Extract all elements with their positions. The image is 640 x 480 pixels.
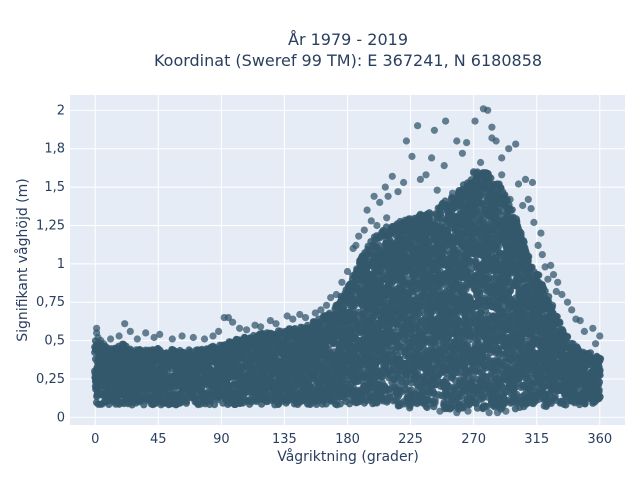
- data-point: [164, 367, 172, 375]
- data-point: [182, 399, 190, 407]
- data-markers: [91, 105, 605, 417]
